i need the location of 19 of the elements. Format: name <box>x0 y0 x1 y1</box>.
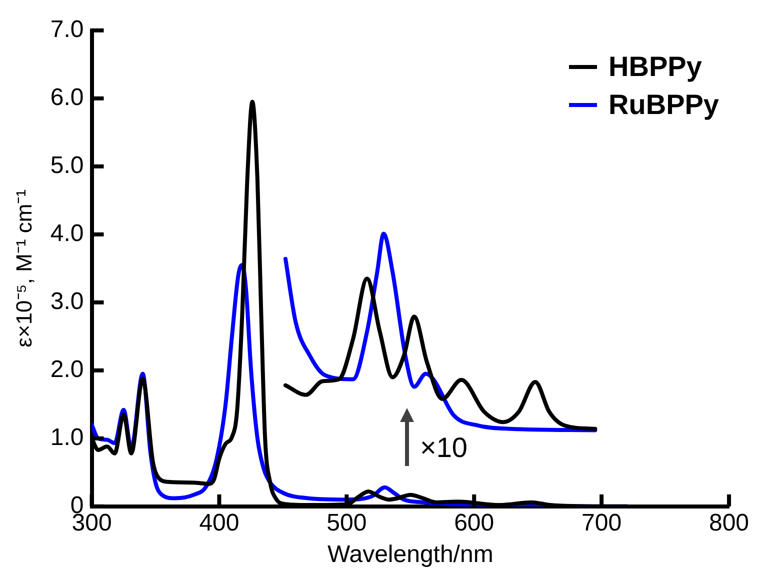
y-tick-label: 1.0 <box>50 424 84 452</box>
y-tick-label: 5.0 <box>50 152 84 180</box>
x-tick-label: 500 <box>326 509 367 536</box>
x-tick-label: 600 <box>454 509 494 536</box>
y-tick-label: 2.0 <box>50 356 84 384</box>
legend-label: RuBPPy <box>608 89 719 121</box>
legend-label: HBPPy <box>608 51 702 83</box>
x-axis-title: Wavelength/nm <box>327 541 494 568</box>
line-series <box>283 232 598 432</box>
y-tick-label: 4.0 <box>50 220 84 248</box>
y-tick-label: 3.0 <box>50 288 84 316</box>
x-tick-label: 700 <box>582 509 622 536</box>
line-series <box>283 276 598 431</box>
y-tick-label: 7.0 <box>50 16 84 44</box>
annotation: ×10 <box>420 432 468 464</box>
x-tick-label: 800 <box>708 509 750 536</box>
y-axis-title: ε×10⁻⁵, M⁻¹ cm⁻¹ <box>11 189 36 348</box>
y-tick-label: 6.0 <box>50 84 84 112</box>
x-tick-label: 400 <box>199 509 240 536</box>
